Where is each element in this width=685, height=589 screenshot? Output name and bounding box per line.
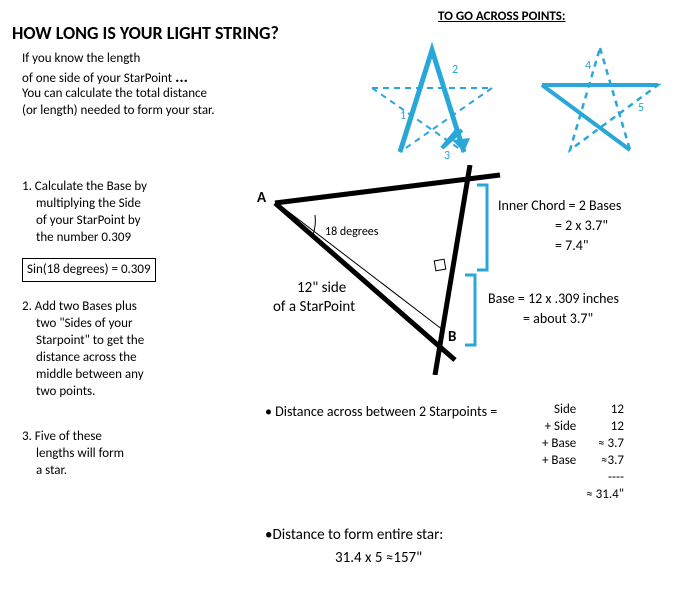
label-B: B — [448, 327, 456, 347]
step1-a: 1. Calculate the Base by — [22, 178, 147, 196]
intro-line1: If you know the length — [22, 50, 140, 68]
calc-r2a: + Side — [542, 419, 584, 434]
star-left-diagram — [362, 30, 502, 160]
calc-r4b: ≈3.7 — [586, 453, 632, 468]
label-base-1: Base = 12 x .309 inches — [488, 290, 619, 309]
label-chord-1: Inner Chord = 2 Bases — [498, 197, 621, 216]
calc-dash: ---- — [586, 470, 632, 485]
step2-d: distance across the — [36, 349, 137, 367]
step2-b: two "Sides of your — [36, 315, 133, 333]
sin-box: Sin(18 degrees) = 0.309 — [22, 258, 156, 282]
step3-c: a star. — [36, 462, 67, 480]
label-angle: 18 degrees — [325, 224, 378, 240]
star-left-num3: 3 — [444, 148, 450, 164]
calc-r2b: 12 — [586, 419, 632, 434]
intro-line3: You can calculate the total distance — [22, 85, 207, 103]
star-right-num4: 4 — [585, 58, 591, 74]
calc-heading: • Distance across between 2 Starpoints = — [265, 403, 497, 422]
header-across-points: TO GO ACROSS POINTS: — [438, 8, 566, 26]
step3-a: 3. Five of these — [22, 428, 102, 446]
calc-sum: ≈ 31.4" — [586, 487, 632, 502]
step3-b: lengths will form — [36, 445, 124, 463]
calc-r3b: ≈ 3.7 — [586, 436, 632, 451]
step2-a: 2. Add two Bases plus — [22, 298, 137, 316]
star-right-diagram — [530, 30, 670, 160]
star-left-num2: 2 — [452, 62, 458, 78]
calc-r4a: + Base — [542, 453, 584, 468]
calc-table: Side12 + Side12 + Base≈ 3.7 + Base≈3.7 -… — [540, 400, 634, 504]
step2-f: two points. — [36, 383, 95, 401]
label-base-2: = about 3.7" — [523, 310, 593, 329]
final-heading: •Distance to form entire star: — [265, 525, 443, 545]
step1-d: the number 0.309 — [36, 229, 131, 247]
calc-r3a: + Base — [542, 436, 584, 451]
final-value: 31.4 x 5 ≈157" — [335, 548, 422, 568]
step1-b: multiplying the Side — [36, 195, 141, 213]
step1-c: of your StarPoint by — [36, 212, 141, 230]
intro-line2-text: of one side of your StarPoint — [22, 71, 172, 86]
label-chord-3: = 7.4" — [555, 237, 588, 256]
star-right-num5: 5 — [638, 100, 644, 116]
label-side-2: of a StarPoint — [273, 297, 355, 317]
calc-r1a: Side — [542, 402, 584, 417]
label-chord-2: = 2 x 3.7" — [555, 217, 608, 236]
intro-line4: (or length) needed to form your star. — [22, 102, 215, 120]
step2-e: middle between any — [36, 366, 144, 384]
star-left-num1: 1 — [400, 108, 406, 124]
sin-box-inner: Sin(18 degrees) = 0.309 — [22, 258, 156, 282]
calc-r1b: 12 — [586, 402, 632, 417]
page-title: HOW LONG IS YOUR LIGHT STRING? — [12, 22, 279, 44]
step2-c: Starpoint" to get the — [36, 332, 144, 350]
label-A: A — [257, 188, 266, 208]
label-side-1: 12" side — [297, 278, 346, 298]
